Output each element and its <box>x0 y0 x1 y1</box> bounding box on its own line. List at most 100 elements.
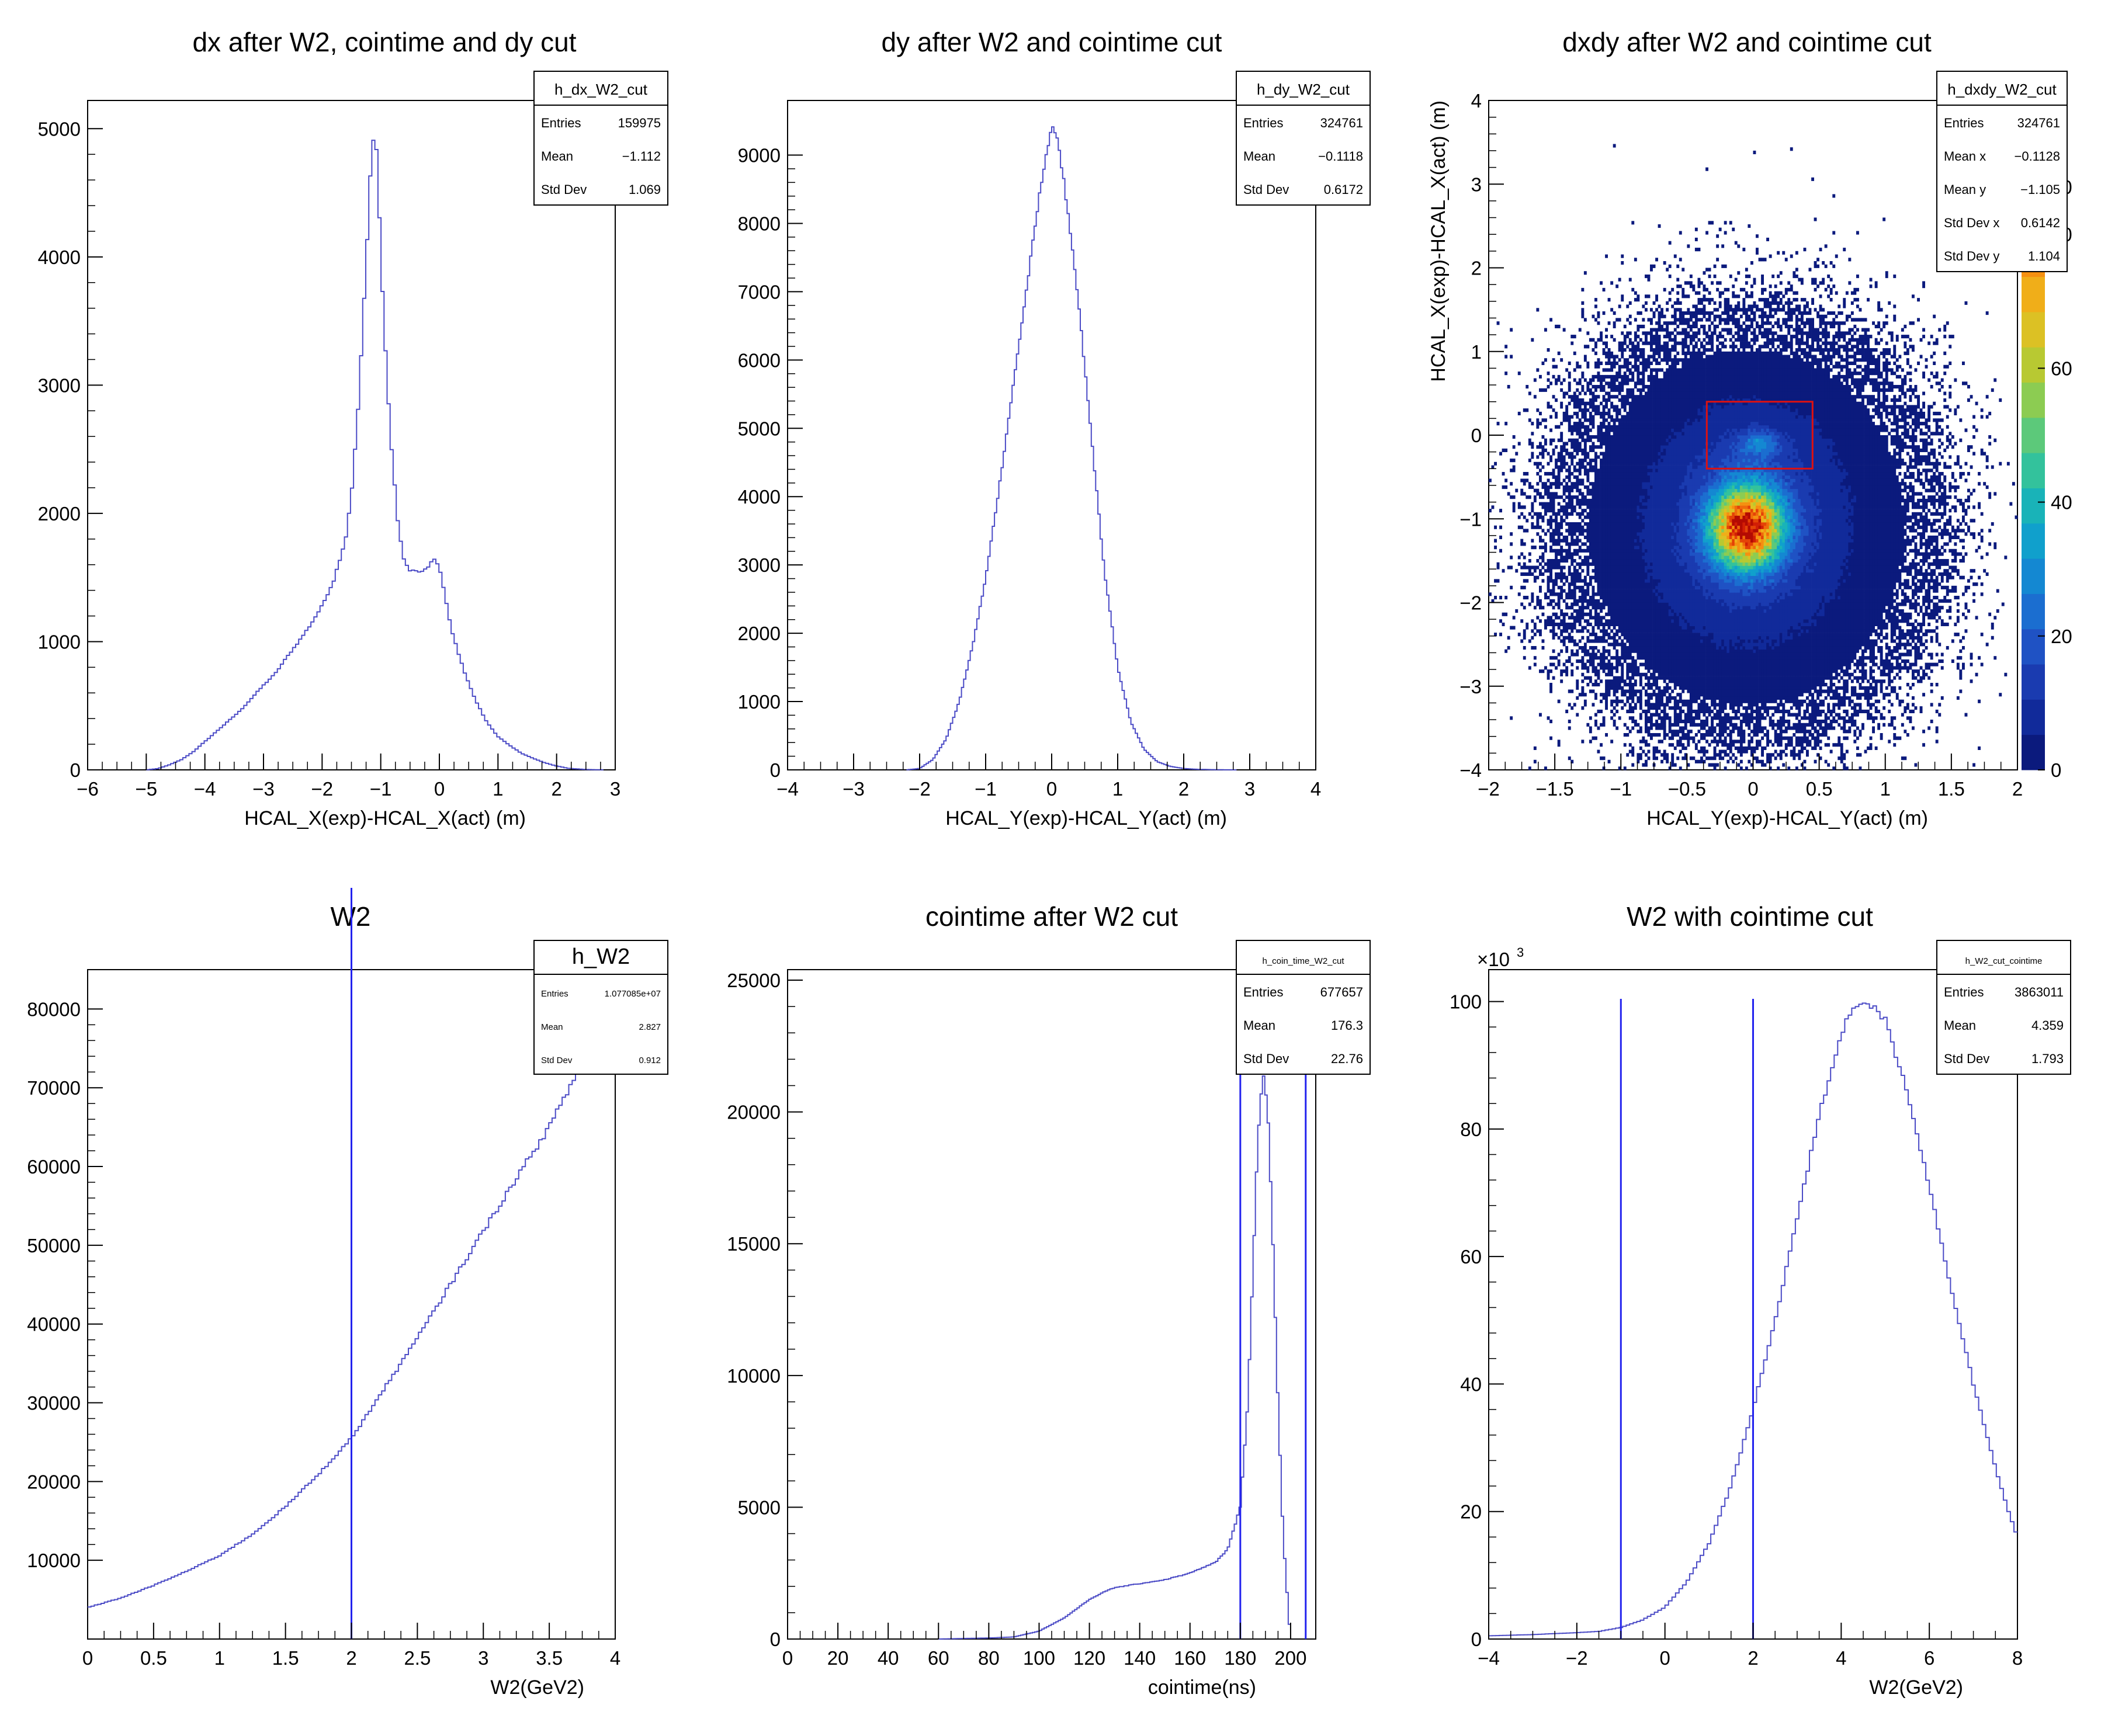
stats-row-label: Entries <box>541 116 581 130</box>
plot-panel-1: dx after W2, cointime and dy cut −6 −5 −4 −3… <box>38 27 668 829</box>
y-tick-label: 4000 <box>38 246 81 268</box>
x-tick-label: 0 <box>434 778 445 800</box>
histogram-line <box>146 140 604 770</box>
x-axis-label: W2(GeV2) <box>490 1676 584 1699</box>
x-tick-label: 1 <box>1880 778 1891 800</box>
stats-row-value: 324761 <box>2017 116 2060 130</box>
z-tick-label: 20 <box>2051 626 2072 647</box>
stats-name: h_W2 <box>572 945 630 969</box>
y-tick-label: 70000 <box>27 1077 81 1099</box>
x-axis-label: HCAL_X(exp)-HCAL_X(act) (m) <box>244 807 526 829</box>
stats-row-label: Entries <box>1243 985 1283 999</box>
y-tick-label: 5000 <box>738 418 781 439</box>
y-tick-label: 20000 <box>727 1102 781 1123</box>
stats-row-label: Mean <box>1243 1018 1275 1033</box>
stats-row-label: Entries <box>1243 116 1283 130</box>
y-tick-label: 5000 <box>38 118 81 140</box>
stats-name: h_coin_time_W2_cut <box>1262 956 1344 966</box>
stats-box: h_dxdy_W2_cut Entries 324761 Mean x −0.1128 M… <box>1936 71 2068 272</box>
stats-row-label: Entries <box>541 989 568 999</box>
y-tick-label: 0 <box>770 1629 781 1650</box>
y-tick-label: 2000 <box>38 503 81 525</box>
x-tick-label: 4 <box>1836 1647 1846 1669</box>
y-tick-label: 20 <box>1460 1501 1482 1523</box>
x-tick-label: 80 <box>978 1647 1000 1669</box>
x-tick-label: −2 <box>1566 1647 1588 1669</box>
y-tick-label: 4000 <box>738 486 781 508</box>
x-tick-label: 20 <box>827 1647 849 1669</box>
stats-row-value: 3863011 <box>2015 985 2064 999</box>
x-tick-label: 120 <box>1073 1647 1105 1669</box>
cut-box <box>1705 401 1814 470</box>
stats-row-value: 2.827 <box>639 1022 661 1032</box>
histogram-line <box>906 126 1237 770</box>
stats-row-value: 1.104 <box>2028 249 2060 263</box>
stats-row-value: 0.6142 <box>2021 216 2060 230</box>
chart-title: dxdy after W2 and cointime cut <box>1562 27 1932 57</box>
chart-title: dy after W2 and cointime cut <box>882 27 1222 57</box>
x-tick-label: 1.5 <box>1938 778 1965 800</box>
x-tick-label: 2 <box>1748 1647 1758 1669</box>
stats-row-value: −1.105 <box>2020 182 2060 197</box>
x-axis-label: cointime(ns) <box>1148 1676 1256 1699</box>
x-tick-label: 1.5 <box>272 1647 299 1669</box>
y-tick-label: 20000 <box>27 1471 81 1492</box>
y-tick-label: 2000 <box>738 623 781 644</box>
x-axis-label: HCAL_Y(exp)-HCAL_Y(act) (m) <box>1646 807 1928 829</box>
y-tick-label: −3 <box>1459 676 1482 697</box>
y-tick-label: 4 <box>1471 90 1482 112</box>
x-tick-label: 0 <box>82 1647 93 1669</box>
stats-row-label: Std Dev <box>1243 182 1289 197</box>
stats-row-value: −0.1128 <box>2014 149 2060 164</box>
y-tick-label: 1000 <box>738 691 781 713</box>
x-tick-label: −6 <box>77 778 99 800</box>
x-tick-label: 200 <box>1274 1647 1306 1669</box>
y-tick-label: −4 <box>1459 759 1482 781</box>
stats-row-value: −1.112 <box>622 149 661 164</box>
y-tick-label: 3 <box>1471 173 1482 195</box>
stats-box: h_W2 Entries 1.077085e+07 Mean 2.827 Std Dev 0… <box>533 940 668 1075</box>
x-tick-label: 100 <box>1023 1647 1055 1669</box>
heatmap-cells <box>1489 144 2018 770</box>
y-tick-label: 10000 <box>27 1550 81 1571</box>
chart-title: dx after W2, cointime and dy cut <box>192 27 576 57</box>
stats-name: h_W2_cut_cointime <box>1965 956 2043 966</box>
stats-name: h_dxdy_W2_cut <box>1947 81 2057 98</box>
x-tick-label: 2 <box>1178 778 1189 800</box>
histogram-line <box>938 1075 1291 1640</box>
stats-row-label: Mean y <box>1944 182 1986 197</box>
y-tick-label: 80000 <box>27 998 81 1020</box>
plot-panel-5: cointime after W2 cut 0 20 40 60 80 100 120 140 1… <box>727 901 1371 1699</box>
y-tick-label: 10000 <box>727 1365 781 1387</box>
y-tick-label: 0 <box>1471 1629 1482 1650</box>
stats-row-label: Std Dev <box>541 1056 573 1065</box>
stats-row-label: Std Dev <box>1944 1051 1989 1066</box>
y-tick-label: 40000 <box>27 1314 81 1335</box>
x-tick-label: 4 <box>610 1647 620 1669</box>
x-axis-label: W2(GeV2) <box>1869 1676 1963 1699</box>
stats-row-label: Mean <box>1243 149 1275 164</box>
x-tick-label: −4 <box>194 778 216 800</box>
x-tick-label: 1 <box>493 778 503 800</box>
stats-row-value: 0.912 <box>639 1056 661 1065</box>
plot-panel-6: W2 with cointime cut×10 3−4 −2 0 2 4 6 80204060… <box>1450 901 2071 1699</box>
x-tick-label: −2 <box>909 778 931 800</box>
x-tick-label: 3 <box>610 778 620 800</box>
y-tick-label: 30000 <box>27 1393 81 1414</box>
x-tick-label: 2 <box>346 1647 356 1669</box>
x-tick-label: 0.5 <box>140 1647 167 1669</box>
stats-row-label: Entries <box>1944 985 1984 999</box>
z-tick-label: 40 <box>2051 492 2072 513</box>
y-tick-label: 40 <box>1460 1373 1482 1395</box>
stats-row-label: Std Dev <box>541 182 587 197</box>
y-tick-label: 100 <box>1450 991 1482 1013</box>
stats-row-label: Mean <box>541 149 573 164</box>
y-tick-label: 25000 <box>727 970 781 991</box>
x-tick-label: 8 <box>2012 1647 2023 1669</box>
y-scale-label: ×10 <box>1477 949 1510 970</box>
stats-box: h_W2_cut_cointime Entries 3863011 Mean 4.359… <box>1936 940 2071 1075</box>
x-tick-label: −1 <box>370 778 392 800</box>
x-tick-label: 1 <box>1112 778 1123 800</box>
plot-panel-3: dxdy after W2 and cointime cut0204060800… <box>1427 27 2072 829</box>
